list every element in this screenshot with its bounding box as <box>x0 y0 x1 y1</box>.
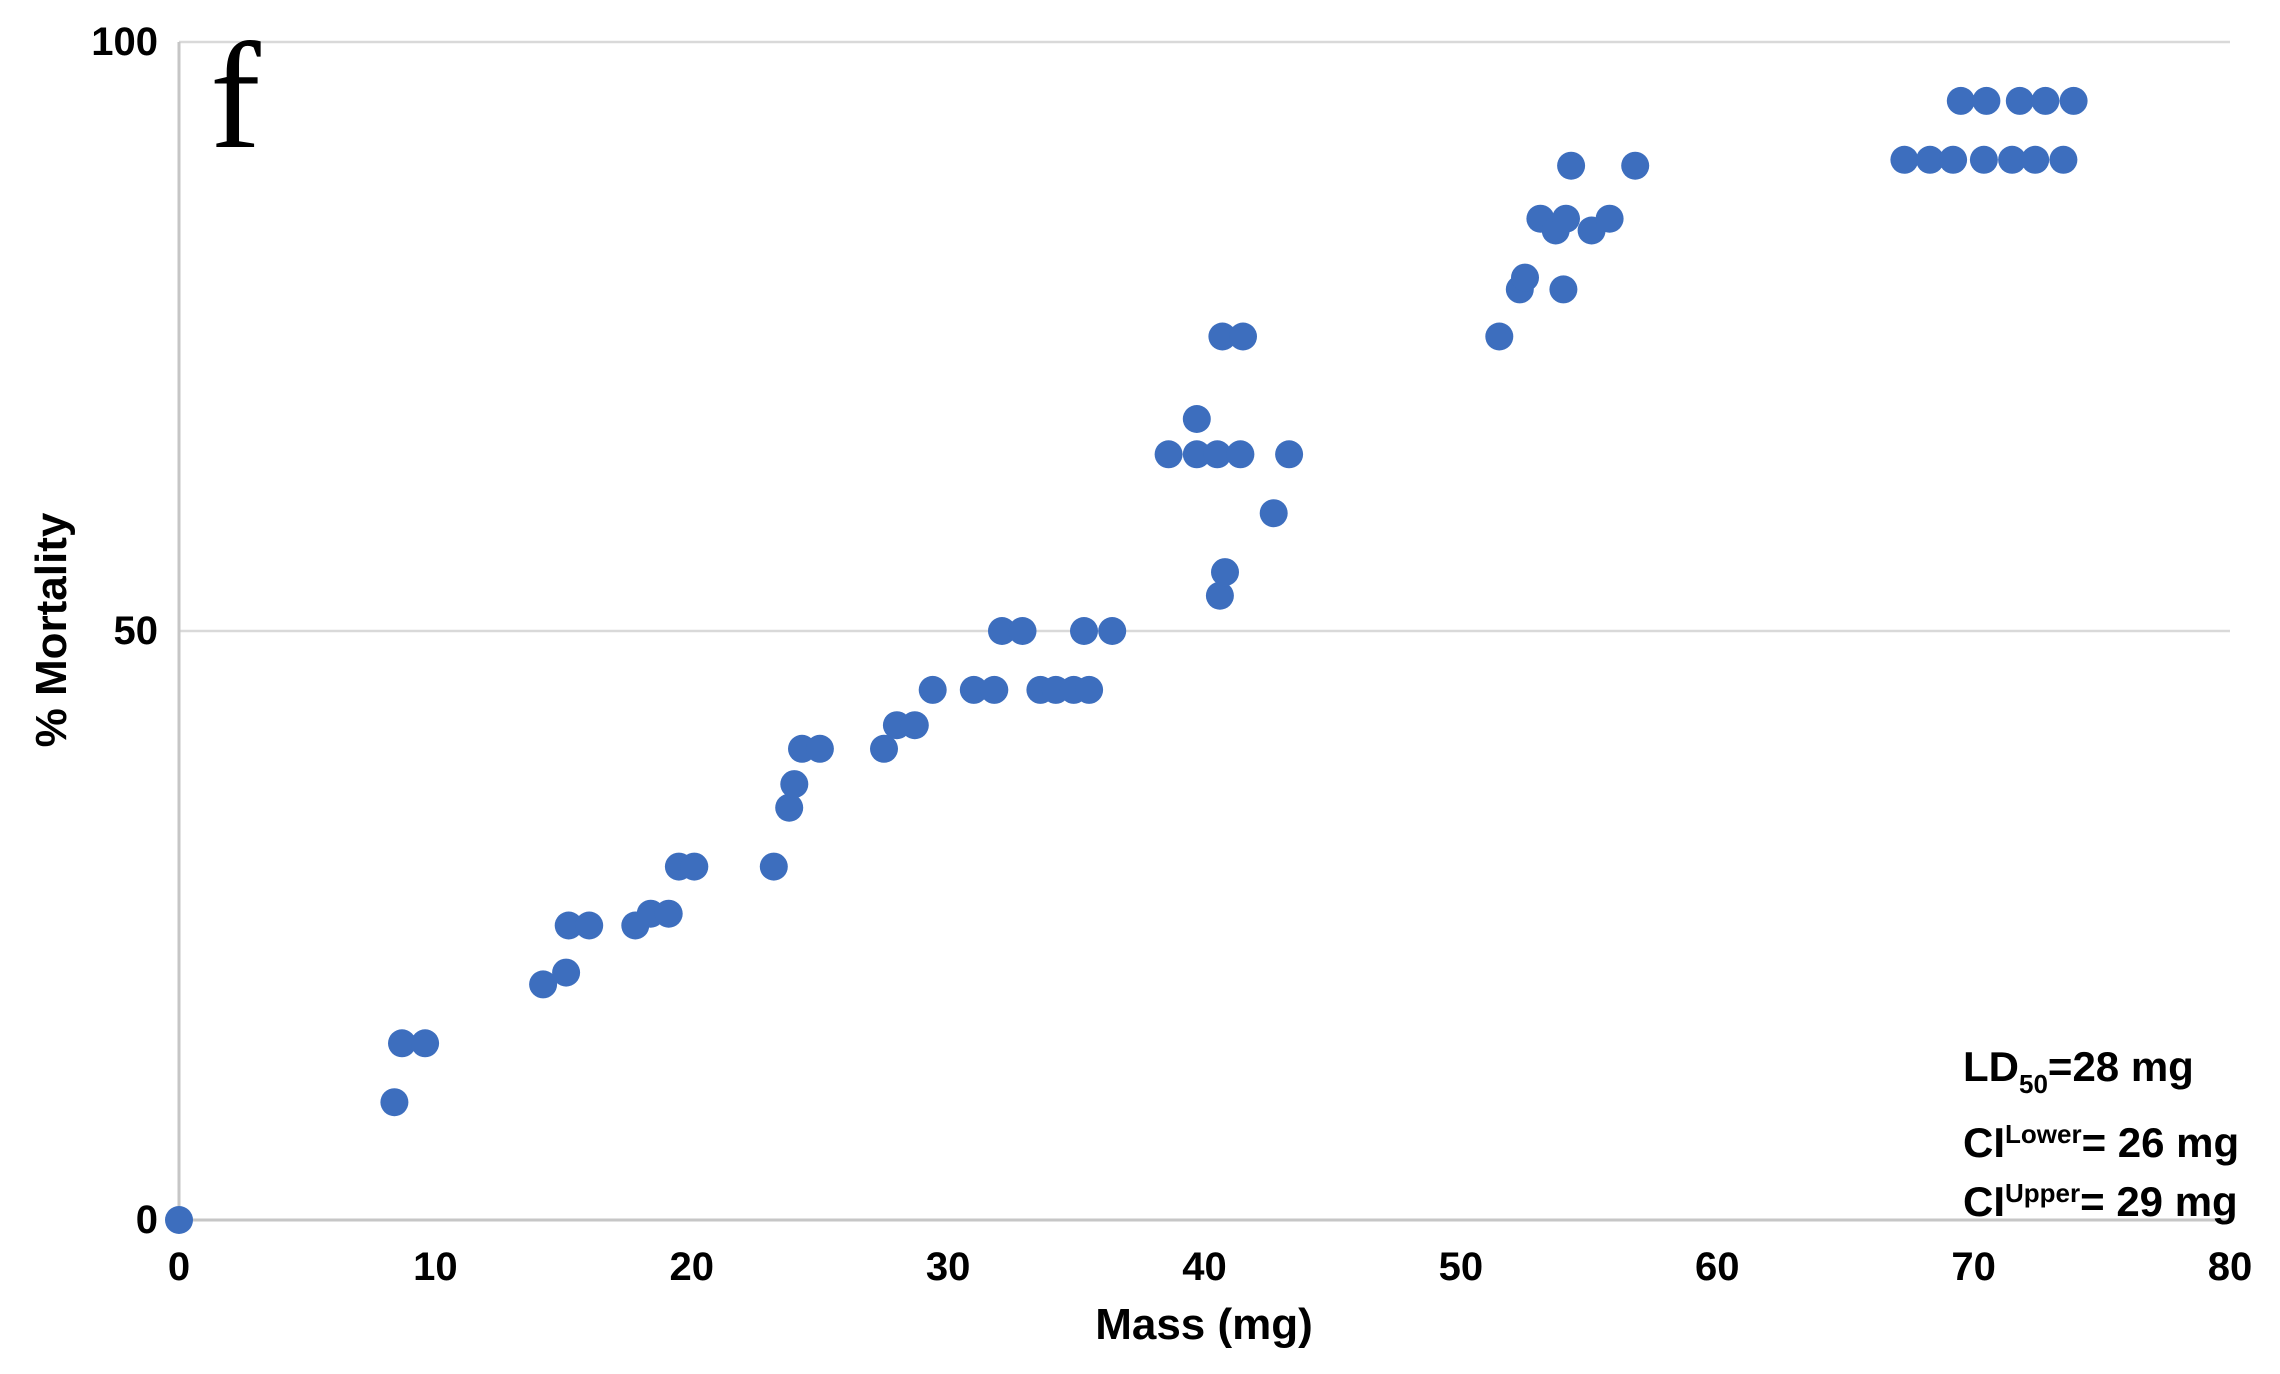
data-point <box>165 1206 193 1234</box>
data-point <box>1511 263 1539 292</box>
data-point <box>1549 275 1578 304</box>
x-axis-title: Mass (mg) <box>1095 1300 1313 1349</box>
data-point <box>805 734 834 763</box>
data-point <box>1154 440 1183 469</box>
x-tick-label: 0 <box>167 1245 191 1289</box>
x-tick-label: 50 <box>1438 1245 1484 1289</box>
data-point <box>554 911 583 940</box>
data-point <box>529 970 558 999</box>
data-point <box>900 711 929 740</box>
data-point <box>1916 145 1944 174</box>
data-point <box>780 770 809 799</box>
x-tick-label: 10 <box>413 1245 458 1289</box>
data-point <box>1182 440 1211 469</box>
data-point <box>1075 675 1104 704</box>
data-point <box>1008 617 1037 645</box>
data-point <box>1182 405 1211 433</box>
data-point <box>988 617 1016 645</box>
data-point <box>680 852 709 881</box>
ld50-subscript: 50 <box>2019 1069 2048 1099</box>
data-point <box>1229 322 1257 351</box>
data-point <box>1998 145 2027 174</box>
data-point <box>380 1088 409 1117</box>
data-point <box>2031 86 2060 115</box>
data-point <box>1552 204 1580 233</box>
data-point <box>1098 617 1127 645</box>
ld50-annotation: LD50=28 mg CILower= 26 mg CIUpper= 29 mg <box>1963 1042 2239 1227</box>
data-point <box>1972 86 2001 115</box>
y-tick-label: 100 <box>91 20 158 64</box>
ci-upper-superscript: Upper <box>2005 1178 2081 1208</box>
data-point <box>654 899 683 928</box>
x-tick-label: 60 <box>1695 1245 1740 1289</box>
data-point <box>1485 322 1514 351</box>
x-tick-label: 80 <box>2207 1245 2253 1289</box>
data-point <box>575 911 604 940</box>
y-tick-label: 50 <box>113 609 159 653</box>
ci-lower-line: CILower= 26 mg <box>1963 1119 2240 1166</box>
data-point <box>1211 558 1239 587</box>
data-point <box>552 958 581 987</box>
data-point <box>1557 151 1586 180</box>
x-tick-label: 70 <box>1951 1245 1996 1289</box>
ci-lower-superscript: Lower <box>2005 1119 2082 1149</box>
y-tick-label: 0 <box>135 1198 158 1242</box>
data-point <box>1259 499 1288 528</box>
data-point <box>918 675 947 704</box>
data-point <box>2049 145 2078 174</box>
data-point <box>775 793 804 822</box>
data-point <box>1939 145 1968 174</box>
data-point <box>1070 617 1098 645</box>
data-point <box>980 675 1009 704</box>
data-point <box>870 734 898 763</box>
x-tick-label: 40 <box>1182 1245 1227 1289</box>
data-point <box>1205 581 1234 610</box>
panel-label: f <box>210 12 261 180</box>
ci-upper-line: CIUpper= 29 mg <box>1963 1178 2238 1225</box>
data-point <box>1203 440 1232 469</box>
data-point <box>1969 145 1998 174</box>
data-point <box>959 675 988 704</box>
data-point <box>1946 86 1975 115</box>
ld50-line: LD50=28 mg <box>1963 1043 2194 1099</box>
data-point <box>2059 86 2088 115</box>
data-point <box>1890 145 1919 174</box>
data-point <box>1275 440 1304 469</box>
data-point <box>411 1029 440 1058</box>
data-point <box>2021 145 2050 174</box>
data-point <box>2005 86 2034 115</box>
data-point <box>1208 322 1237 351</box>
data-point <box>388 1029 416 1058</box>
data-point <box>1595 204 1624 233</box>
x-tick-label: 20 <box>669 1245 715 1289</box>
data-point <box>759 852 788 881</box>
x-tick-label: 30 <box>925 1245 971 1289</box>
data-point <box>1226 440 1255 469</box>
data-point <box>1621 151 1650 180</box>
